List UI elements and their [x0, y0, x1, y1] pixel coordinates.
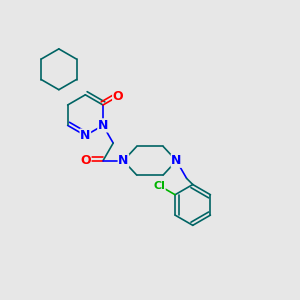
Text: N: N: [118, 154, 129, 167]
Text: N: N: [171, 154, 182, 167]
Text: N: N: [98, 119, 108, 132]
Text: O: O: [113, 90, 123, 103]
Text: Cl: Cl: [153, 181, 165, 190]
Text: O: O: [80, 154, 91, 167]
Text: N: N: [80, 129, 91, 142]
